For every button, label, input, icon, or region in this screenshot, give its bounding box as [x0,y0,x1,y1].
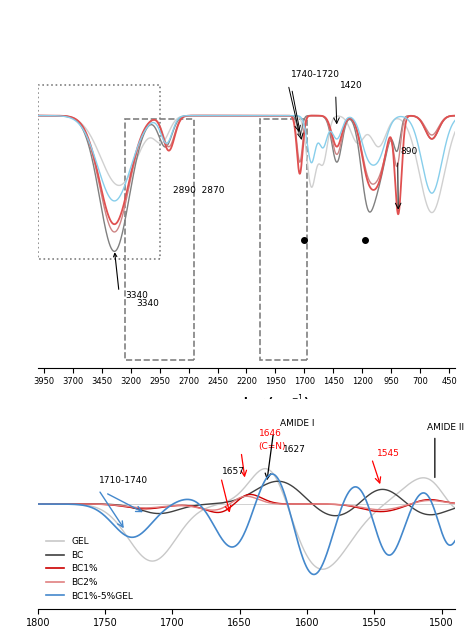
Text: 2890  2870: 2890 2870 [173,186,225,195]
X-axis label: wavenumber (cm$^{-1}$): wavenumber (cm$^{-1}$) [183,392,310,411]
Text: (C=N): (C=N) [259,442,286,451]
Text: 1545: 1545 [377,450,400,458]
Text: 3340: 3340 [137,299,159,307]
Text: 890: 890 [401,147,418,157]
Text: 1657: 1657 [222,467,245,476]
Text: 1646: 1646 [259,429,282,437]
Text: AMIDE II: AMIDE II [427,423,464,432]
Bar [260,119,307,360]
Text: 1627: 1627 [283,444,306,454]
Text: AMIDE I: AMIDE I [280,419,315,428]
Text: 1420: 1420 [340,81,363,91]
Legend: GEL, BC, BC1%, BC2%, BC1%-5%GEL: GEL, BC, BC1%, BC2%, BC1%-5%GEL [43,534,137,604]
Text: 1740-1720: 1740-1720 [291,70,339,79]
Text: (A): (A) [236,430,257,443]
Text: 1710-1740: 1710-1740 [99,476,147,485]
Text: 3340: 3340 [125,291,148,300]
Bar [38,84,160,259]
Bar [125,119,194,360]
